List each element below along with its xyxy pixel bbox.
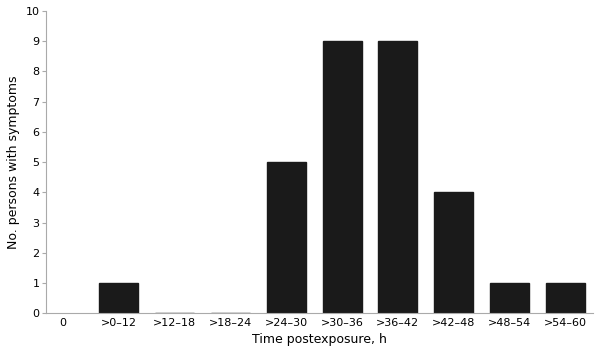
Bar — [323, 41, 362, 313]
Bar — [434, 192, 473, 313]
X-axis label: Time postexposure, h: Time postexposure, h — [253, 333, 387, 346]
Bar — [545, 283, 584, 313]
Bar — [267, 162, 306, 313]
Bar — [379, 41, 418, 313]
Bar — [100, 283, 139, 313]
Bar — [490, 283, 529, 313]
Y-axis label: No. persons with symptoms: No. persons with symptoms — [7, 76, 20, 249]
